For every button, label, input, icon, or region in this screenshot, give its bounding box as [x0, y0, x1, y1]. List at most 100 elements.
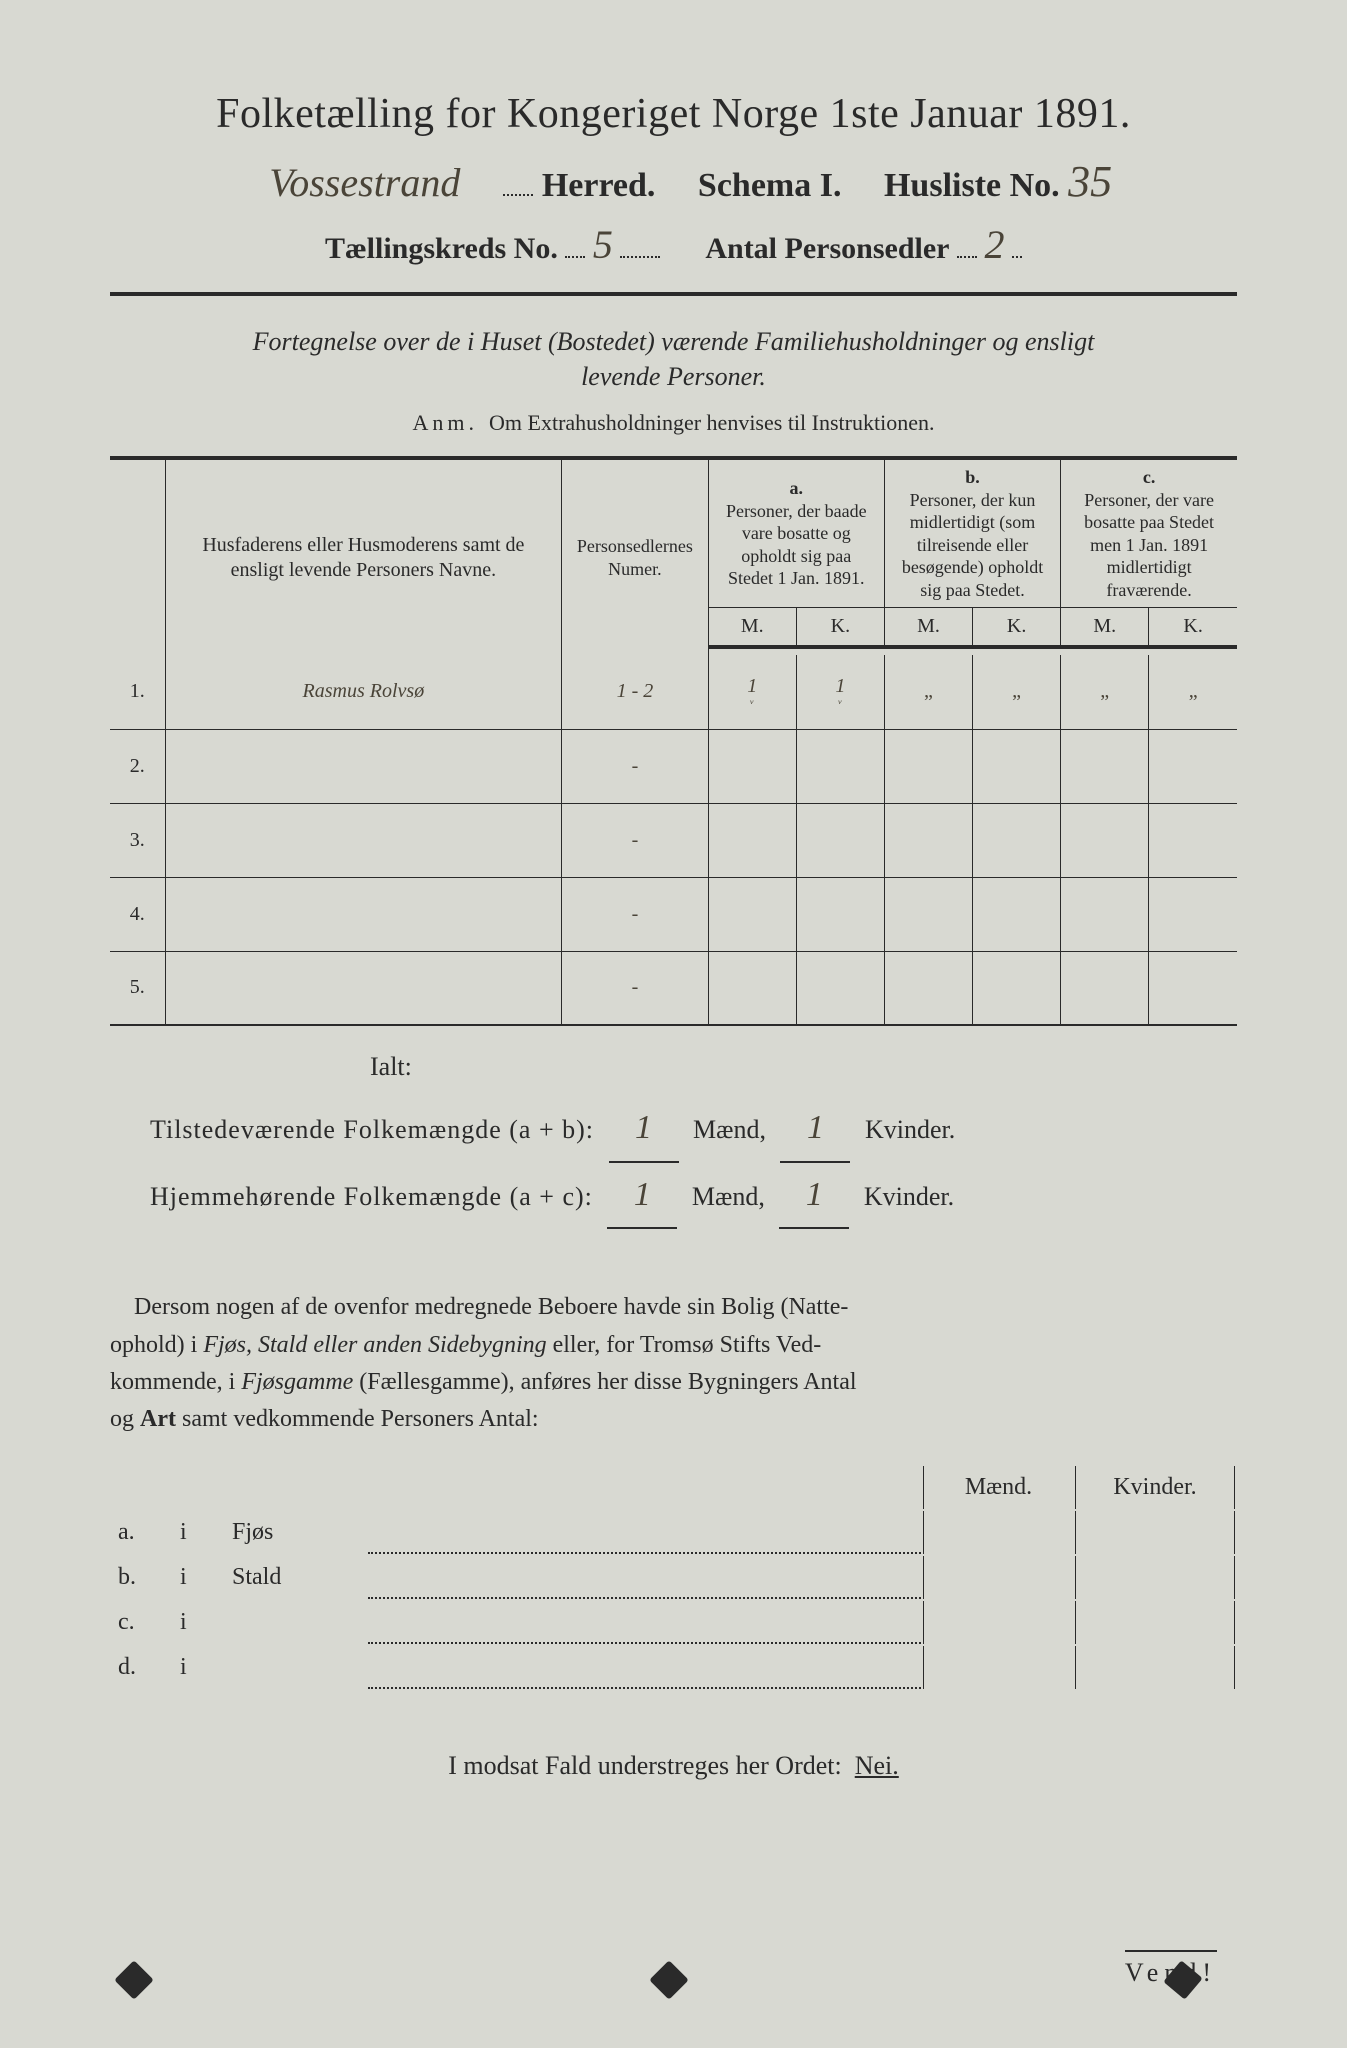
sum1-k: 1 [780, 1096, 850, 1163]
punch-hole-icon [114, 1960, 154, 2000]
dwelling-row-letter: c. [112, 1601, 172, 1644]
cell-b-k [973, 803, 1061, 877]
cell-b-k: „ [973, 655, 1061, 729]
header-line-3: Tællingskreds No. 5 Antal Personsedler 2 [110, 221, 1237, 268]
table-row: 5. - [110, 951, 1237, 1025]
col-c-k: K. [1149, 608, 1237, 648]
antal-handwritten: 2 [984, 221, 1004, 268]
cell-c-m [1061, 803, 1149, 877]
dwelling-row: a.iFjøs [112, 1511, 1235, 1554]
cell-b-m [884, 803, 972, 877]
table-row: 1.Rasmus Rolvsø1 - 21ᵥ1ᵥ„„„„ [110, 655, 1237, 729]
dwelling-dots [368, 1556, 921, 1599]
subtitle-line2: levende Personer. [581, 362, 766, 391]
dwelling-dots [368, 1646, 921, 1689]
personsedler-numer: 1 - 2 [562, 655, 709, 729]
cell-c-m [1061, 951, 1149, 1025]
personsedler-numer: - [562, 951, 709, 1025]
dwelling-dots [368, 1511, 921, 1554]
cell-a-k: 1ᵥ [796, 655, 884, 729]
table-row: 2.- [110, 729, 1237, 803]
household-name: Rasmus Rolvsø [165, 655, 562, 729]
subtitle-line1: Fortegnelse over de i Huset (Bostedet) v… [253, 327, 1095, 356]
dwelling-kvinder-cell [1075, 1556, 1235, 1599]
cell-a-m [708, 729, 796, 803]
dwelling-kind [226, 1601, 366, 1644]
row-number: 5. [110, 951, 165, 1025]
dwelling-row-letter: d. [112, 1646, 172, 1689]
dwelling-dots [368, 1601, 921, 1644]
cell-b-m: „ [884, 655, 972, 729]
personsedler-numer: - [562, 803, 709, 877]
cell-a-m [708, 803, 796, 877]
dwelling-row-letter: b. [112, 1556, 172, 1599]
cell-a-m [708, 951, 796, 1025]
cell-a-m [708, 877, 796, 951]
dwelling-kvinder-cell [1075, 1646, 1235, 1689]
dwelling-kind [226, 1646, 366, 1689]
cell-c-k [1149, 877, 1237, 951]
cell-a-k [796, 877, 884, 951]
husliste-label: Husliste No. [884, 167, 1060, 204]
dwelling-row: c.i [112, 1601, 1235, 1644]
dwelling-row: b.iStald [112, 1556, 1235, 1599]
household-name [165, 877, 562, 951]
dwelling-row-i: i [174, 1556, 224, 1599]
sum2-m: 1 [607, 1163, 677, 1230]
cell-c-k: „ [1149, 655, 1237, 729]
col-b-k: K. [973, 608, 1061, 648]
cell-a-m: 1ᵥ [708, 655, 796, 729]
anm-lead: Anm. [413, 410, 479, 435]
dwelling-row-letter: a. [112, 1511, 172, 1554]
sum1-m: 1 [609, 1096, 679, 1163]
col-b-m: M. [884, 608, 972, 648]
col-group-c: c. Personer, der vare bosatte paa Stedet… [1061, 458, 1237, 608]
personsedler-numer: - [562, 877, 709, 951]
page-title: Folketælling for Kongeriget Norge 1ste J… [110, 90, 1237, 138]
row-number: 1. [110, 655, 165, 729]
col-group-b: b. Personer, der kun midlertidigt (som t… [884, 458, 1060, 608]
punch-hole-icon [649, 1960, 689, 2000]
dwelling-kind: Stald [226, 1556, 366, 1599]
nei-word: Nei. [855, 1751, 899, 1780]
col-group-a: a. Personer, der baade vare bosatte og o… [708, 458, 884, 608]
cell-c-k [1149, 951, 1237, 1025]
cell-c-m [1061, 729, 1149, 803]
divider [110, 292, 1237, 296]
col-numer-header: Personsedlernes Numer. [562, 458, 709, 655]
dwelling-kvinder-cell [1075, 1511, 1235, 1554]
row-number: 3. [110, 803, 165, 877]
census-form-page: Folketælling for Kongeriget Norge 1ste J… [0, 0, 1347, 2048]
dwelling-row-i: i [174, 1646, 224, 1689]
maend-label-1: Mænd, [693, 1115, 766, 1144]
anm-text: Om Extrahusholdninger henvises til Instr… [489, 410, 934, 435]
col-names-header: Husfaderens eller Husmoderens samt de en… [165, 458, 562, 655]
sum1-label: Tilstedeværende Folkemængde (a + b): [150, 1115, 594, 1144]
schema-label: Schema I. [698, 167, 842, 204]
col-a-k: K. [796, 608, 884, 648]
household-name [165, 729, 562, 803]
dwelling-maend-cell [923, 1511, 1073, 1554]
row-number: 4. [110, 877, 165, 951]
antal-label: Antal Personsedler [705, 232, 949, 265]
household-name [165, 951, 562, 1025]
side-maend-header: Mænd. [923, 1466, 1073, 1509]
cell-c-m [1061, 877, 1149, 951]
dwelling-table: Mænd. Kvinder. a.iFjøsb.iStaldc.id.i [110, 1464, 1237, 1691]
dwelling-row-i: i [174, 1511, 224, 1554]
anm-note: Anm. Om Extrahusholdninger henvises til … [110, 410, 1237, 436]
cell-b-k [973, 729, 1061, 803]
ialt-label: Ialt: [370, 1052, 1237, 1082]
dwelling-maend-cell [923, 1646, 1073, 1689]
personsedler-numer: - [562, 729, 709, 803]
cell-a-k [796, 951, 884, 1025]
kreds-no-handwritten: 5 [593, 221, 613, 268]
herred-name-handwritten: Vossestrand [235, 159, 495, 206]
cell-c-k [1149, 729, 1237, 803]
kvinder-label-1: Kvinder. [865, 1115, 955, 1144]
cell-a-k [796, 729, 884, 803]
cell-c-m: „ [1061, 655, 1149, 729]
household-name [165, 803, 562, 877]
col-c-m: M. [1061, 608, 1149, 648]
cell-b-m [884, 877, 972, 951]
